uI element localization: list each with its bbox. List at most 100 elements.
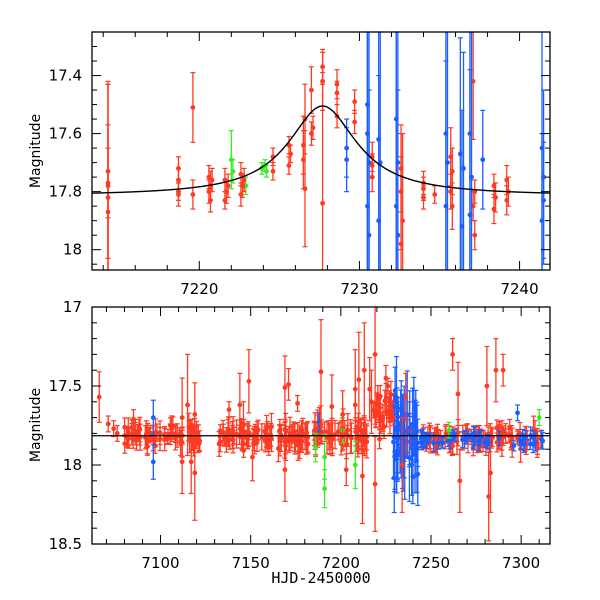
data-point	[286, 382, 291, 387]
model-curve	[91, 105, 551, 194]
green-point	[536, 409, 542, 427]
data-point	[264, 168, 269, 174]
data-point	[173, 431, 178, 437]
bottom-xlabel: HJD-2450000	[271, 569, 370, 587]
data-point	[222, 197, 228, 203]
green-point	[313, 432, 319, 463]
data-point	[320, 200, 326, 206]
red-segment-point	[227, 428, 233, 450]
data-point	[530, 441, 536, 447]
bottom-panel: 7100 7150 7200 7250 7300 17 17.5 18 18.5 Magnitu…	[28, 298, 551, 587]
data-point	[209, 177, 215, 183]
data-point	[125, 429, 131, 435]
data-point	[449, 168, 455, 174]
x-tick-label: 7300	[502, 554, 540, 572]
data-point	[403, 394, 409, 400]
blue-point	[376, 74, 382, 270]
top-ylabel: Magnitude	[28, 114, 44, 188]
data-point	[360, 473, 365, 479]
x-tick-label: 7200	[322, 554, 360, 572]
red-point	[308, 121, 314, 146]
data-point	[208, 197, 213, 203]
red-segment-point	[499, 427, 505, 457]
red-point	[241, 167, 247, 193]
data-point	[322, 454, 328, 460]
data-point	[457, 478, 463, 484]
data-point	[111, 426, 117, 432]
data-point	[122, 424, 128, 430]
x-tick-label: 7150	[232, 554, 270, 572]
red-point	[472, 220, 478, 251]
data-point	[162, 436, 168, 442]
data-point	[329, 404, 335, 409]
red-point	[105, 147, 111, 219]
red-point	[96, 371, 102, 423]
red-point	[295, 394, 301, 412]
bottom-plot-frame	[91, 306, 551, 545]
data-point	[366, 232, 372, 238]
data-point	[463, 437, 469, 443]
red-point	[457, 448, 463, 514]
blue-segment-point	[395, 428, 401, 482]
red-segment-point	[297, 424, 303, 453]
red-segment-point	[376, 394, 382, 414]
data-point	[340, 412, 346, 417]
data-point	[539, 218, 545, 224]
data-point	[380, 418, 385, 423]
red-point	[420, 185, 426, 210]
red-point	[359, 428, 365, 525]
blue-segment-point	[426, 432, 432, 444]
red-segment-point	[234, 419, 240, 449]
data-point	[241, 177, 247, 183]
data-point	[192, 412, 198, 417]
data-point	[397, 448, 403, 454]
data-point	[487, 440, 493, 446]
blue-point	[395, 89, 401, 270]
red-point	[288, 144, 294, 164]
data-point	[407, 455, 412, 460]
data-point	[352, 462, 358, 468]
y-tick-label: 18	[63, 241, 82, 259]
data-point	[369, 399, 374, 405]
data-point	[504, 197, 510, 203]
green-point	[352, 440, 358, 490]
red-point	[455, 361, 461, 427]
data-point	[511, 443, 517, 448]
data-point	[150, 459, 156, 465]
top-data-points	[105, 31, 547, 271]
data-point	[443, 203, 449, 209]
data-point	[395, 452, 401, 458]
data-point	[283, 427, 288, 433]
red-segment-point	[379, 411, 385, 430]
y-tick-label: 17.5	[49, 377, 82, 395]
red-point	[399, 417, 405, 514]
x-tick-label: 7230	[340, 280, 378, 298]
data-point	[515, 410, 520, 416]
data-point	[493, 367, 499, 373]
data-point	[385, 383, 391, 389]
green-point	[264, 164, 270, 178]
data-point	[517, 437, 523, 443]
data-point	[432, 192, 438, 197]
data-point	[376, 218, 382, 224]
x-tick-label: 7250	[412, 554, 450, 572]
red-point	[340, 390, 346, 439]
top-panel: 7220 7230 7240 17.4 17.6 17.8 18 Magnitude	[28, 31, 551, 298]
data-point	[318, 369, 324, 375]
data-point	[179, 459, 185, 465]
blue-segment-point	[431, 433, 437, 453]
red-segment-point	[373, 403, 379, 429]
red-point	[240, 401, 246, 450]
data-point	[373, 413, 379, 419]
data-point	[352, 386, 358, 392]
data-point	[130, 436, 136, 442]
blue-segment-point	[411, 376, 417, 457]
top-plot-frame	[91, 31, 551, 271]
data-point	[297, 436, 303, 442]
red-segment-point	[125, 417, 131, 447]
data-point	[226, 407, 232, 413]
data-point	[520, 432, 526, 438]
data-point	[399, 462, 405, 468]
data-point	[395, 232, 401, 238]
